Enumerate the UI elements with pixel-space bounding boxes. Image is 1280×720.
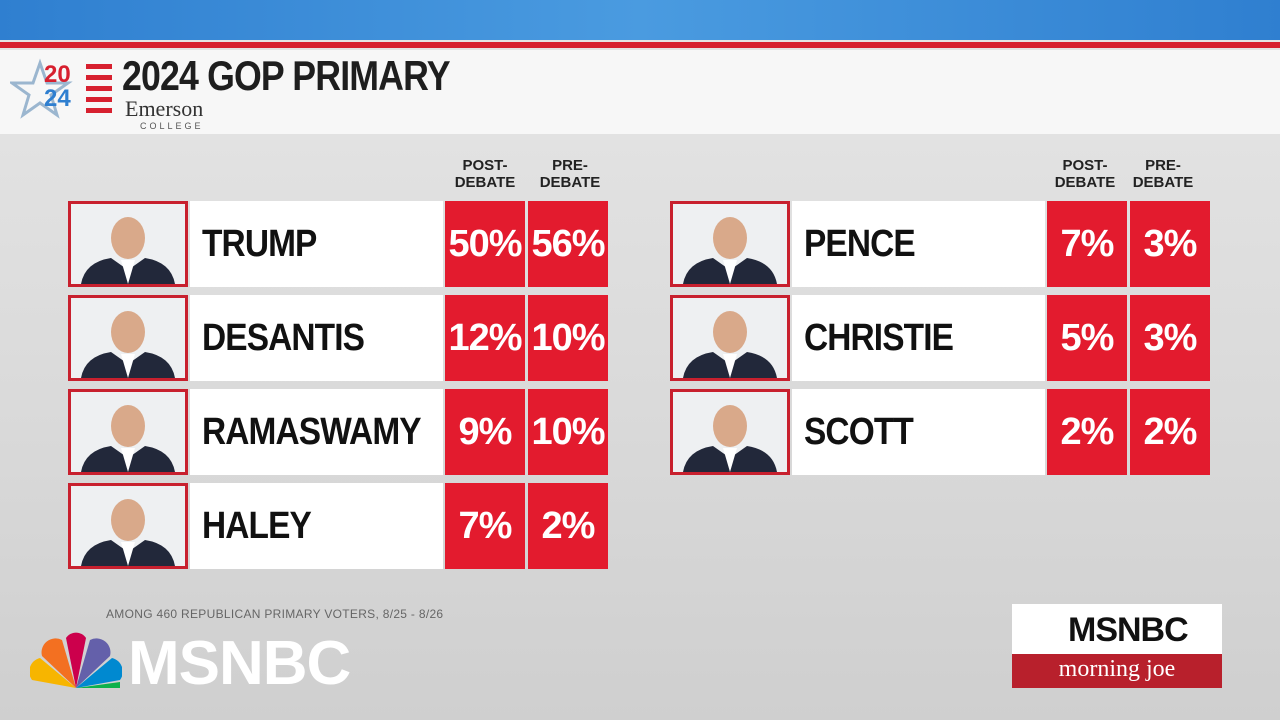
name-cell: CHRISTIE <box>792 295 1045 381</box>
name-cell: SCOTT <box>792 389 1045 475</box>
show-network: MSNBC <box>1068 611 1189 649</box>
post-debate-value: 2% <box>1047 389 1127 475</box>
portrait <box>71 298 185 378</box>
election-logo <box>10 58 112 119</box>
top-bar <box>0 0 1280 40</box>
column-header: PRE-DEBATE <box>539 157 601 191</box>
photo <box>68 389 188 475</box>
pollster-sub: COLLEGE <box>140 121 204 131</box>
name-cell: PENCE <box>792 201 1045 287</box>
show-bar <box>1012 654 1222 688</box>
column-header: POST-DEBATE <box>1054 157 1116 191</box>
pre-debate-value: 2% <box>528 483 608 569</box>
photo <box>68 295 188 381</box>
candidate-name: DESANTIS <box>202 316 365 359</box>
logo-text: 20 <box>44 61 71 88</box>
post-debate-value: 5% <box>1047 295 1127 381</box>
pre-debate-value: 10% <box>528 389 608 475</box>
portrait <box>71 392 185 472</box>
photo <box>670 295 790 381</box>
title: 2024 GOP PRIMARY <box>122 52 451 99</box>
red-stripe <box>0 42 1280 48</box>
name-cell: HALEY <box>190 483 443 569</box>
name-cell: TRUMP <box>190 201 443 287</box>
pollster: Emerson <box>125 96 204 121</box>
peacock-logo <box>30 632 122 688</box>
candidate-name: SCOTT <box>804 410 914 453</box>
candidate-name: PENCE <box>804 222 916 265</box>
portrait <box>673 204 787 284</box>
photo <box>670 389 790 475</box>
post-debate-value: 7% <box>1047 201 1127 287</box>
pre-debate-value: 10% <box>528 295 608 381</box>
photo <box>670 201 790 287</box>
pre-debate-value: 2% <box>1130 389 1210 475</box>
column-header: PRE-DEBATE <box>1132 157 1194 191</box>
portrait <box>71 486 185 566</box>
post-debate-value: 9% <box>445 389 525 475</box>
column-header: POST-DEBATE <box>454 157 516 191</box>
candidate-name: TRUMP <box>202 222 317 265</box>
post-debate-value: 7% <box>445 483 525 569</box>
candidate-name: RAMASWAMY <box>202 410 422 453</box>
logo-text: 24 <box>44 85 71 112</box>
post-debate-value: 50% <box>445 201 525 287</box>
pre-debate-value: 3% <box>1130 201 1210 287</box>
pre-debate-value: 3% <box>1130 295 1210 381</box>
photo <box>68 483 188 569</box>
pre-debate-value: 56% <box>528 201 608 287</box>
portrait <box>673 392 787 472</box>
name-cell: DESANTIS <box>190 295 443 381</box>
header-band <box>0 50 1280 134</box>
network-logo: MSNBC <box>128 629 351 698</box>
show-name: morning joe <box>1058 656 1176 682</box>
portrait <box>71 204 185 284</box>
photo <box>68 201 188 287</box>
portrait <box>673 298 787 378</box>
candidate-name: CHRISTIE <box>804 316 954 359</box>
footnote: AMONG 460 REPUBLICAN PRIMARY VOTERS, 8/2… <box>106 607 444 621</box>
post-debate-value: 12% <box>445 295 525 381</box>
name-cell: RAMASWAMY <box>190 389 443 475</box>
candidate-name: HALEY <box>202 504 312 547</box>
